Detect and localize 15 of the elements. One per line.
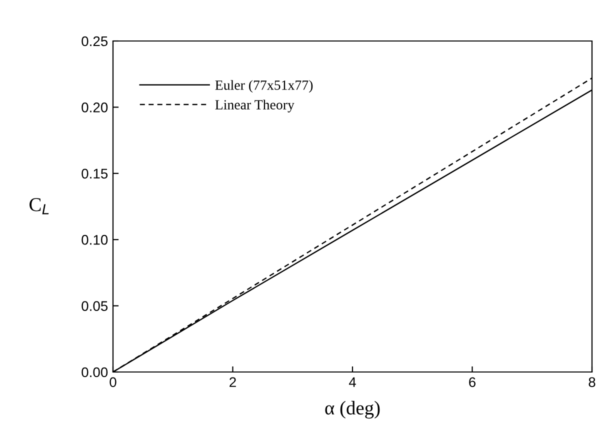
x-tick-label: 0 bbox=[110, 377, 116, 388]
y-tick-label: 0.10 bbox=[82, 234, 108, 245]
y-tick-label: 0.25 bbox=[82, 36, 108, 46]
y-tick-label: 0.00 bbox=[82, 367, 108, 378]
y-tick-label: 0.05 bbox=[82, 301, 108, 311]
x-tick-label: 6 bbox=[469, 377, 476, 388]
y-tick-label: 0.15 bbox=[82, 168, 108, 179]
x-tick-label: 4 bbox=[348, 377, 356, 387]
x-axis-title: α (deg) bbox=[325, 400, 380, 419]
x-tick-label: 2 bbox=[230, 377, 236, 387]
y-tick-label: 0.20 bbox=[82, 102, 108, 112]
legend-label: Linear Theory bbox=[215, 100, 294, 112]
y-axis-title: C$_{L}$ bbox=[30, 198, 49, 214]
x-tick-label: 8 bbox=[588, 377, 596, 388]
legend-label: Euler (77x51x77) bbox=[215, 80, 313, 93]
